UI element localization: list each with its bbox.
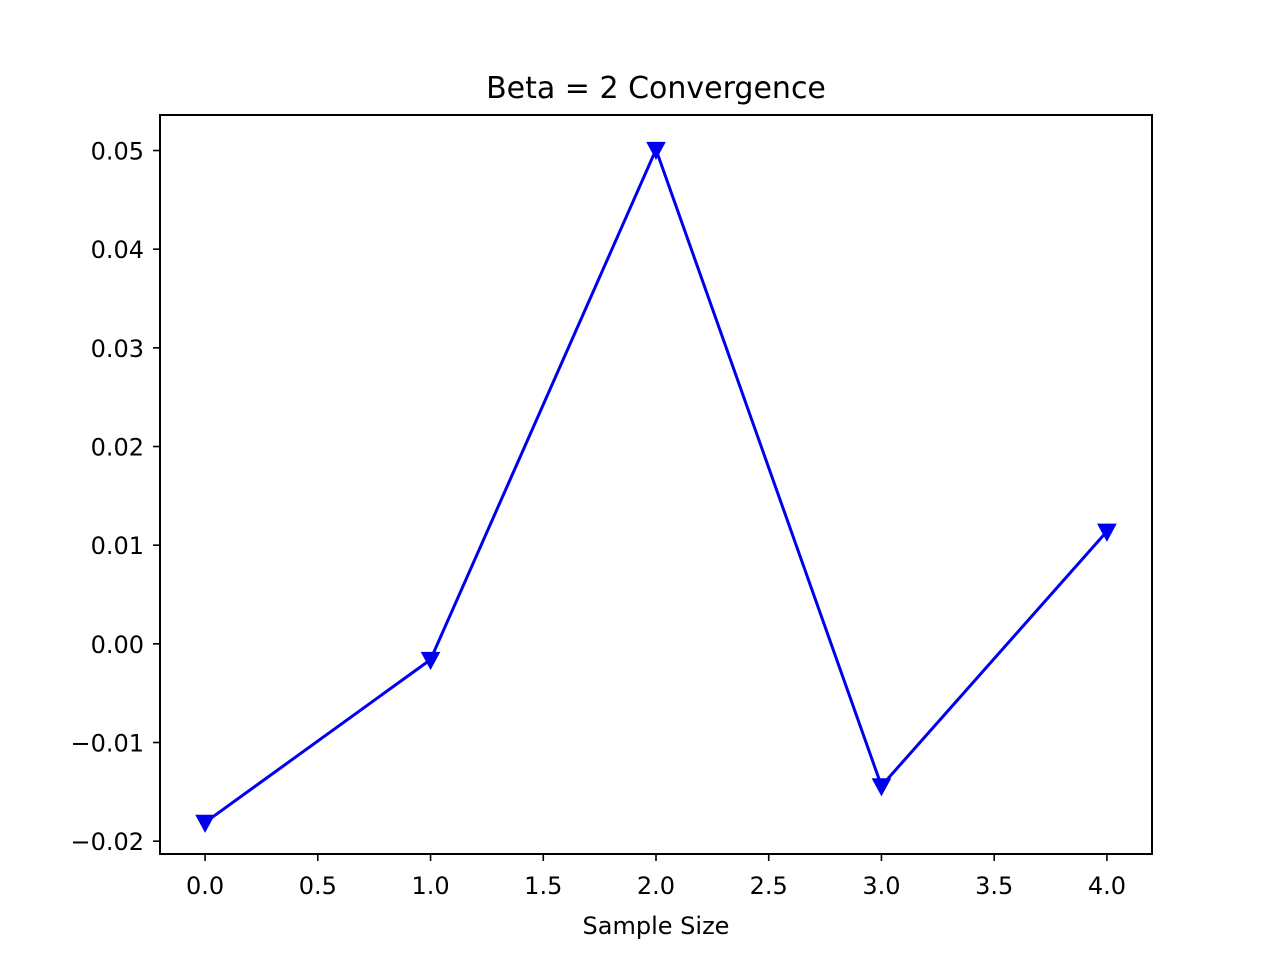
data-point-marker: [195, 814, 215, 833]
y-tick-label: −0.01: [70, 730, 144, 758]
x-tick-label: 3.0: [862, 872, 900, 900]
y-tick-label: 0.00: [91, 631, 144, 659]
x-tick-label: 2.0: [637, 872, 675, 900]
x-tick-label: 4.0: [1088, 872, 1126, 900]
x-tick-label: 0.0: [186, 872, 224, 900]
plot-series: [195, 141, 1117, 833]
data-point-marker: [646, 141, 666, 161]
chart-title: Beta = 2 Convergence: [486, 71, 826, 106]
y-tick-label: 0.05: [91, 138, 144, 166]
x-tick-label: 2.5: [750, 872, 788, 900]
data-point-marker: [1097, 523, 1117, 542]
x-axis-ticks: 0.0 0.5 1.0 1.5 2.0 2.5 3.0 3.5 4.0: [186, 854, 1126, 900]
data-point-marker: [871, 778, 892, 797]
x-tick-label: 1.5: [524, 872, 562, 900]
y-axis-ticks: −0.02 −0.01 0.00 0.01 0.02 0.03 0.04 0.05: [70, 138, 160, 856]
x-tick-label: 0.5: [299, 872, 337, 900]
y-tick-label: 0.04: [91, 236, 144, 264]
plot-frame: [159, 114, 1153, 855]
y-tick-label: 0.03: [91, 335, 144, 363]
x-axis-label: Sample Size: [583, 912, 730, 940]
y-tick-label: 0.02: [91, 434, 144, 462]
y-tick-label: −0.02: [70, 828, 144, 856]
x-tick-label: 3.5: [975, 872, 1013, 900]
y-tick-label: 0.01: [91, 532, 144, 560]
x-tick-label: 1.0: [411, 872, 449, 900]
data-point-marker: [420, 651, 441, 671]
